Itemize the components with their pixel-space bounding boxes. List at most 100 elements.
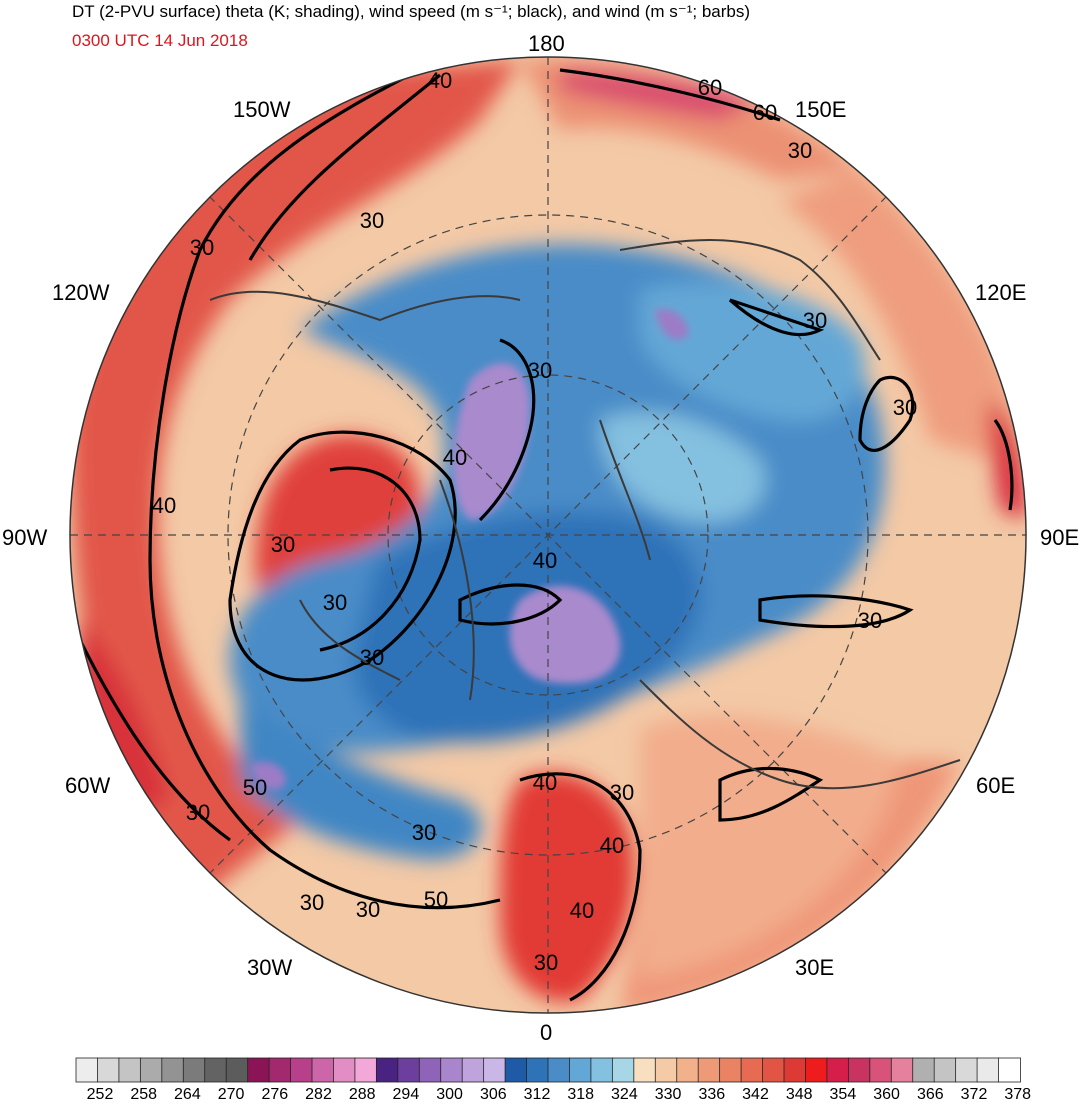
contour-label: 30 bbox=[858, 608, 882, 633]
contour-label: 30 bbox=[534, 950, 558, 975]
colorbar-swatch bbox=[247, 1057, 270, 1083]
contour-label: 30 bbox=[356, 897, 380, 922]
contour-label: 40 bbox=[533, 770, 557, 795]
colorbar-swatch bbox=[418, 1057, 442, 1083]
lon-label-150e: 150E bbox=[795, 97, 847, 122]
colorbar-tick-label: 366 bbox=[916, 1086, 944, 1103]
contour-label: 30 bbox=[412, 820, 436, 845]
colorbar-swatch bbox=[611, 1057, 635, 1083]
colorbar-tick-label: 360 bbox=[873, 1086, 900, 1103]
colorbar-swatch bbox=[118, 1057, 142, 1083]
colorbar-tick-label: 264 bbox=[174, 1086, 201, 1103]
colorbar-swatch bbox=[225, 1057, 249, 1083]
colorbar-tick-label: 330 bbox=[654, 1086, 682, 1103]
colorbar-tick-label: 318 bbox=[567, 1086, 595, 1103]
colorbar-swatch bbox=[697, 1057, 721, 1083]
colorbar-swatch bbox=[762, 1057, 785, 1083]
colorbar-swatch bbox=[161, 1057, 185, 1083]
contour-label: 30 bbox=[360, 208, 384, 233]
contour-label: 50 bbox=[243, 775, 267, 800]
lon-label-150w: 150W bbox=[233, 97, 291, 122]
colorbar-swatch bbox=[375, 1057, 399, 1083]
lon-label-180: 180 bbox=[528, 31, 565, 56]
colorbar-swatch bbox=[740, 1057, 764, 1083]
colorbar-swatch bbox=[676, 1057, 700, 1083]
colorbar-swatch bbox=[526, 1057, 549, 1083]
colorbar-swatch bbox=[75, 1057, 99, 1083]
colorbar-swatch bbox=[504, 1057, 528, 1083]
lon-label-30e: 30E bbox=[795, 955, 835, 980]
colorbar-swatch bbox=[590, 1057, 614, 1083]
lon-label-120w: 120W bbox=[52, 280, 110, 305]
colorbar-tick-label: 336 bbox=[698, 1086, 726, 1103]
contour-label: 50 bbox=[424, 887, 448, 912]
colorbar-swatch bbox=[440, 1057, 464, 1083]
colorbar-tick-label: 378 bbox=[1004, 1086, 1032, 1103]
colorbar-swatch bbox=[569, 1057, 592, 1083]
contour-labels: 60 60 40 30 30 30 30 30 30 40 30 40 30 30 40 40 30 50 30 30… bbox=[152, 68, 917, 975]
colorbar-swatch bbox=[333, 1057, 356, 1083]
lon-label-0: 0 bbox=[540, 1020, 553, 1045]
lon-label-60w: 60W bbox=[65, 773, 111, 798]
coastlines-borders bbox=[209, 239, 961, 790]
colorbar-swatch bbox=[976, 1057, 1000, 1083]
colorbar-tick-label: 306 bbox=[479, 1086, 507, 1103]
colorbar-tick-label: 288 bbox=[348, 1086, 376, 1103]
colorbar-tick-label: 300 bbox=[436, 1086, 463, 1103]
colorbar-tick-label: 270 bbox=[217, 1086, 245, 1103]
colorbar-swatch bbox=[354, 1057, 378, 1083]
contour-label: 30 bbox=[360, 645, 384, 670]
contour-label: 30 bbox=[803, 308, 827, 333]
contour-label: 40 bbox=[570, 898, 594, 923]
contour-label: 30 bbox=[528, 358, 552, 383]
colorbar-swatch bbox=[290, 1057, 313, 1083]
colorbar-tick-label: 276 bbox=[261, 1086, 289, 1103]
colorbar-swatch bbox=[783, 1057, 807, 1083]
colorbar-tick-label: 342 bbox=[742, 1086, 769, 1103]
contour-label: 40 bbox=[533, 548, 557, 573]
map-graticule bbox=[70, 57, 1026, 1013]
lon-label-60e: 60E bbox=[976, 773, 1016, 798]
figure-title: DT (2-PVU surface) theta (K; shading), w… bbox=[72, 2, 751, 21]
colorbar-swatch bbox=[805, 1057, 828, 1083]
contour-label: 60 bbox=[753, 100, 777, 125]
colorbar-tick-label: 282 bbox=[305, 1086, 332, 1103]
colorbar-swatch bbox=[719, 1057, 742, 1083]
contour-label: 30 bbox=[788, 138, 812, 163]
colorbar-tick-label: 372 bbox=[960, 1086, 988, 1103]
colorbar-swatch bbox=[654, 1057, 678, 1083]
theta-shading bbox=[70, 57, 1026, 1013]
contour-label: 30 bbox=[186, 800, 210, 825]
colorbar-swatch bbox=[97, 1057, 120, 1083]
colorbar-swatch bbox=[826, 1057, 850, 1083]
colorbar-tick-label: 348 bbox=[785, 1086, 813, 1103]
colorbar-tick-label: 324 bbox=[611, 1086, 638, 1103]
colorbar-tick-label: 294 bbox=[392, 1086, 420, 1103]
colorbar-swatch bbox=[204, 1057, 228, 1083]
colorbar-swatch bbox=[847, 1057, 871, 1083]
colorbar-swatch bbox=[139, 1057, 163, 1083]
contour-label: 30 bbox=[610, 780, 634, 805]
lon-label-90w: 90W bbox=[2, 525, 48, 550]
wind-speed-contours bbox=[78, 68, 1014, 1002]
colorbar-tick-label: 258 bbox=[130, 1086, 158, 1103]
colorbar-swatch bbox=[998, 1057, 1021, 1083]
colorbar-swatch bbox=[912, 1057, 936, 1083]
colorbar-swatch bbox=[890, 1057, 914, 1083]
contour-label: 40 bbox=[428, 68, 452, 93]
lon-label-120e: 120E bbox=[975, 280, 1027, 305]
contour-label: 30 bbox=[190, 235, 214, 260]
contour-label: 30 bbox=[300, 890, 324, 915]
contour-label: 30 bbox=[323, 590, 347, 615]
colorbar-tick-label: 252 bbox=[86, 1086, 114, 1103]
colorbar-swatch bbox=[268, 1057, 292, 1083]
colorbar-tick-label: 354 bbox=[829, 1086, 857, 1103]
colorbar-swatch bbox=[869, 1057, 893, 1083]
colorbar-tick-label: 312 bbox=[523, 1086, 551, 1103]
colorbar-swatch bbox=[311, 1057, 335, 1083]
colorbar-swatch bbox=[461, 1057, 485, 1083]
colorbar bbox=[75, 1057, 1021, 1083]
contour-label: 40 bbox=[600, 833, 624, 858]
colorbar-swatch bbox=[955, 1057, 978, 1083]
